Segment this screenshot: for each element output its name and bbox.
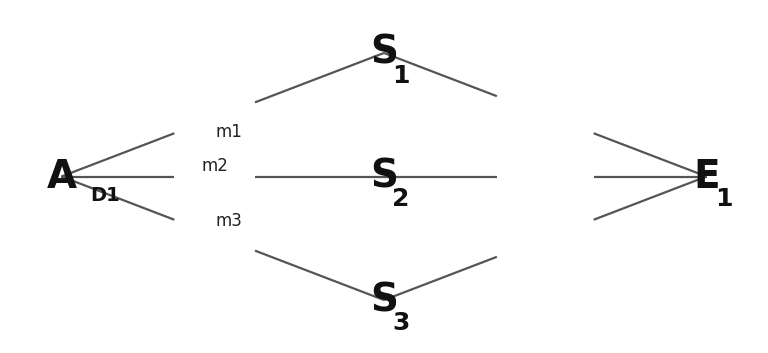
Text: 1: 1: [392, 64, 409, 88]
Text: m2: m2: [201, 157, 228, 175]
Text: S: S: [370, 34, 398, 72]
Text: A: A: [46, 157, 77, 196]
Text: 3: 3: [392, 311, 409, 335]
Text: 2: 2: [392, 187, 409, 211]
Text: S: S: [370, 157, 398, 196]
Text: D1: D1: [91, 186, 121, 205]
Text: E: E: [694, 157, 720, 196]
Text: S: S: [370, 281, 398, 319]
Text: m1: m1: [215, 123, 242, 141]
Text: 1: 1: [715, 187, 732, 211]
Text: m3: m3: [215, 212, 242, 230]
